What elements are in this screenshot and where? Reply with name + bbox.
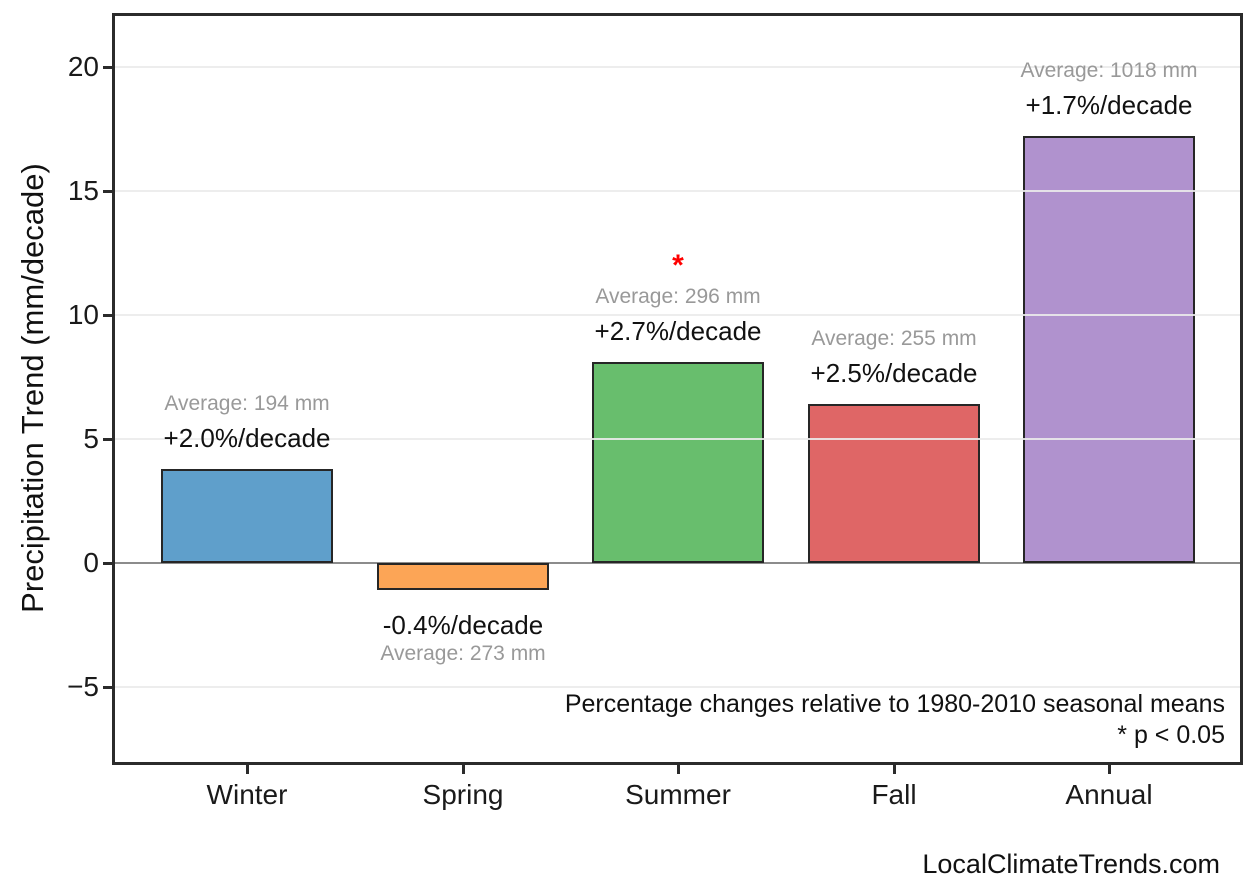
average-label-winter: Average: 194 mm bbox=[164, 392, 330, 415]
y-tick-mark bbox=[103, 66, 112, 69]
trend-label-summer: +2.7%/decade bbox=[594, 316, 762, 346]
bar-spring bbox=[377, 563, 549, 590]
y-tick-label: 0 bbox=[83, 547, 99, 578]
y-tick-mark bbox=[103, 438, 112, 441]
x-tick-label-spring: Spring bbox=[422, 779, 504, 810]
x-tick-mark bbox=[246, 765, 249, 774]
x-tick-mark bbox=[462, 765, 465, 774]
y-tick-mark bbox=[103, 314, 112, 317]
y-tick-mark bbox=[103, 562, 112, 565]
gridline bbox=[112, 686, 1243, 688]
x-tick-mark bbox=[677, 765, 680, 774]
y-tick-mark bbox=[103, 686, 112, 689]
x-tick-mark bbox=[893, 765, 896, 774]
watermark: LocalClimateTrends.com bbox=[922, 849, 1220, 879]
trend-label-annual: +1.7%/decade bbox=[1025, 90, 1193, 120]
gridline bbox=[112, 66, 1243, 68]
average-label-fall: Average: 255 mm bbox=[811, 327, 977, 350]
bar-summer bbox=[592, 362, 764, 563]
y-tick-label: 5 bbox=[83, 423, 99, 454]
caption-note: Percentage changes relative to 1980-2010… bbox=[564, 690, 1225, 718]
x-tick-label-summer: Summer bbox=[625, 779, 731, 810]
x-tick-label-fall: Fall bbox=[871, 779, 917, 810]
x-tick-label-winter: Winter bbox=[206, 779, 288, 810]
y-tick-mark bbox=[103, 190, 112, 193]
bar-fall bbox=[808, 404, 980, 563]
zero-line bbox=[112, 562, 1243, 564]
trend-label-winter: +2.0%/decade bbox=[163, 423, 331, 453]
average-label-summer: Average: 296 mm bbox=[595, 285, 761, 308]
trend-label-spring: -0.4%/decade bbox=[382, 610, 544, 640]
plot-area: Average: 194 mm +2.0%/decade Average: 273 … bbox=[112, 13, 1243, 765]
y-tick-label: 15 bbox=[67, 175, 99, 206]
x-tick-mark bbox=[1108, 765, 1111, 774]
y-tick-label: −5 bbox=[67, 671, 99, 702]
significance-asterisk-summer: * bbox=[672, 249, 684, 282]
average-label-annual: Average: 1018 mm bbox=[1020, 59, 1198, 82]
x-tick-label-annual: Annual bbox=[1065, 779, 1153, 810]
caption-significance: * p < 0.05 bbox=[1117, 721, 1225, 749]
y-axis-title: Precipitation Trend (mm/decade) bbox=[15, 163, 50, 613]
bar-winter bbox=[161, 469, 333, 563]
caption: Percentage changes relative to 1980-2010… bbox=[565, 689, 1225, 751]
y-tick-label: 20 bbox=[67, 51, 99, 82]
y-tick-label: 10 bbox=[67, 299, 99, 330]
bar-annual bbox=[1023, 136, 1195, 563]
average-label-spring: Average: 273 mm bbox=[380, 642, 546, 665]
gridline bbox=[112, 314, 1243, 316]
gridline bbox=[112, 438, 1243, 440]
gridline bbox=[112, 190, 1243, 192]
trend-label-fall: +2.5%/decade bbox=[810, 358, 978, 388]
